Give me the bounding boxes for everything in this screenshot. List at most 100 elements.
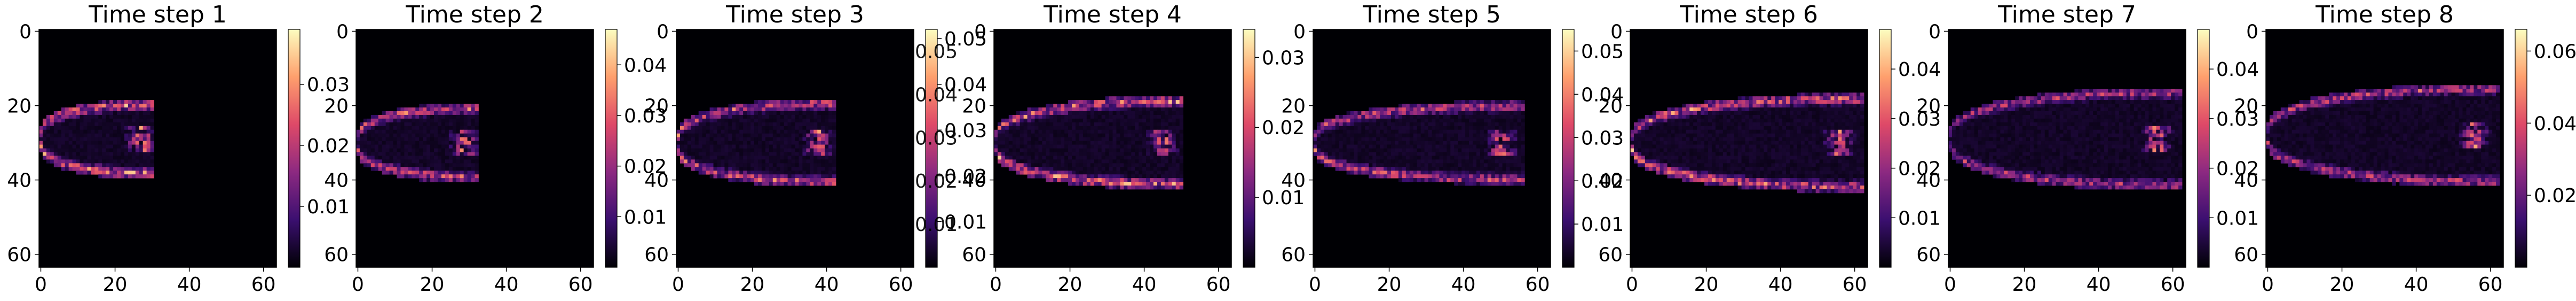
- heatmap-cell: [1350, 111, 1354, 115]
- heatmap-cell: [1483, 171, 1488, 175]
- heatmap-cell: [1369, 122, 1373, 127]
- heatmap-cell: [1042, 107, 1046, 112]
- heatmap-cell: [1101, 104, 1105, 108]
- heatmap-cell: [1838, 111, 1842, 115]
- heatmap-cell: [1656, 122, 1661, 127]
- heatmap-cell: [139, 129, 144, 134]
- colorbar-tick-label: 0.04: [1581, 84, 1624, 106]
- heatmap-cell: [61, 122, 66, 127]
- heatmap-cell: [739, 137, 744, 141]
- heatmap-cell: [1719, 118, 1724, 123]
- heatmap-cell: [1034, 156, 1039, 160]
- panel-title: Time step 2: [405, 1, 544, 28]
- heatmap-cell: [1101, 156, 1105, 160]
- heatmap-cell: [1417, 107, 1421, 112]
- heatmap-cell: [467, 152, 471, 156]
- heatmap-cell: [1465, 107, 1469, 112]
- heatmap-cell: [68, 159, 73, 164]
- heatmap-cell: [359, 148, 364, 152]
- heatmap-cell: [1435, 114, 1440, 119]
- heatmap-cell: [1513, 144, 1518, 149]
- heatmap-cell: [102, 100, 106, 104]
- colorbar: 0.010.020.030.040.05: [1562, 29, 1624, 268]
- heatmap-cell: [1394, 133, 1399, 138]
- heatmap-cell: [1109, 137, 1113, 141]
- heatmap-cell: [1495, 104, 1499, 108]
- heatmap-cell: [143, 144, 147, 149]
- heatmap-cell: [1020, 126, 1024, 130]
- heatmap-cell: [109, 122, 114, 127]
- heatmap-cell: [87, 141, 91, 145]
- heatmap-cell: [1786, 114, 1790, 119]
- heatmap-cell: [736, 159, 740, 164]
- heatmap-cell: [150, 174, 154, 179]
- heatmap-cell: [404, 107, 408, 112]
- heatmap-cell: [1443, 126, 1447, 130]
- heatmap-cell: [1012, 114, 1017, 119]
- heatmap-cell: [404, 137, 408, 141]
- heatmap-cell: [1016, 129, 1021, 134]
- heatmap-cell: [65, 126, 69, 130]
- heatmap-cell: [769, 118, 773, 123]
- heatmap-cell: [1135, 144, 1139, 149]
- heatmap-cell: [471, 141, 475, 145]
- heatmap-cell: [131, 148, 136, 152]
- heatmap-cell: [1105, 163, 1109, 167]
- heatmap-cell: [106, 133, 110, 138]
- heatmap-cell: [1179, 111, 1184, 115]
- heatmap-cell: [463, 129, 468, 134]
- heatmap-cell: [1153, 141, 1158, 145]
- heatmap-cell: [374, 137, 379, 141]
- heatmap-cell: [1105, 182, 1109, 186]
- heatmap-cell: [772, 126, 777, 130]
- x-tick-label: 40: [1451, 274, 1476, 296]
- heatmap-cell: [825, 174, 829, 179]
- heatmap-cell: [102, 104, 106, 108]
- heatmap-cell: [1160, 118, 1165, 123]
- heatmap-cell: [1342, 159, 1347, 164]
- heatmap-cell: [1506, 104, 1510, 108]
- heatmap-cell: [1827, 100, 1831, 104]
- x-tick-label: 20: [740, 274, 765, 296]
- heatmap-cell: [146, 114, 151, 119]
- heatmap-cell: [61, 118, 66, 123]
- heatmap-cell: [146, 111, 151, 115]
- heatmap-cell: [1637, 122, 1642, 127]
- heatmap-cell: [1498, 156, 1503, 160]
- heatmap-cell: [1380, 174, 1384, 179]
- heatmap-cell: [1660, 129, 1664, 134]
- heatmap-cell: [1764, 100, 1768, 104]
- heatmap-cell: [1172, 152, 1176, 156]
- heatmap-cell: [1327, 152, 1332, 156]
- heatmap-cell: [1838, 96, 1842, 101]
- heatmap-cell: [769, 167, 773, 171]
- heatmap-cell: [750, 104, 755, 108]
- heatmap-cell: [1150, 129, 1154, 134]
- heatmap-cell: [1153, 129, 1158, 134]
- heatmap-cell: [1101, 167, 1105, 171]
- heatmap-cell: [761, 182, 766, 186]
- heatmap-cell: [1127, 148, 1132, 152]
- heatmap-cell: [117, 144, 121, 149]
- heatmap-cell: [143, 129, 147, 134]
- heatmap-cell: [452, 133, 457, 138]
- heatmap-cell: [1491, 171, 1496, 175]
- heatmap-cell: [747, 159, 751, 164]
- heatmap-cell: [1016, 159, 1021, 164]
- heatmap-cell: [1034, 167, 1039, 171]
- heatmap-cell: [784, 137, 788, 141]
- heatmap-cell: [1094, 111, 1099, 115]
- heatmap-cell: [1150, 156, 1154, 160]
- heatmap-cell: [780, 156, 785, 160]
- heatmap-cell: [1734, 111, 1739, 115]
- heatmap-cell: [1079, 126, 1084, 130]
- heatmap-cell: [1853, 92, 1857, 97]
- heatmap-cell: [452, 174, 457, 179]
- heatmap-cell: [1786, 104, 1790, 108]
- heatmap-cell: [1105, 137, 1109, 141]
- heatmap-cell: [1487, 122, 1492, 127]
- heatmap-cell: [1424, 129, 1428, 134]
- heatmap-cell: [128, 141, 132, 145]
- heatmap-cell: [1808, 129, 1813, 134]
- colorbar-tick-label: 0.03: [307, 74, 350, 96]
